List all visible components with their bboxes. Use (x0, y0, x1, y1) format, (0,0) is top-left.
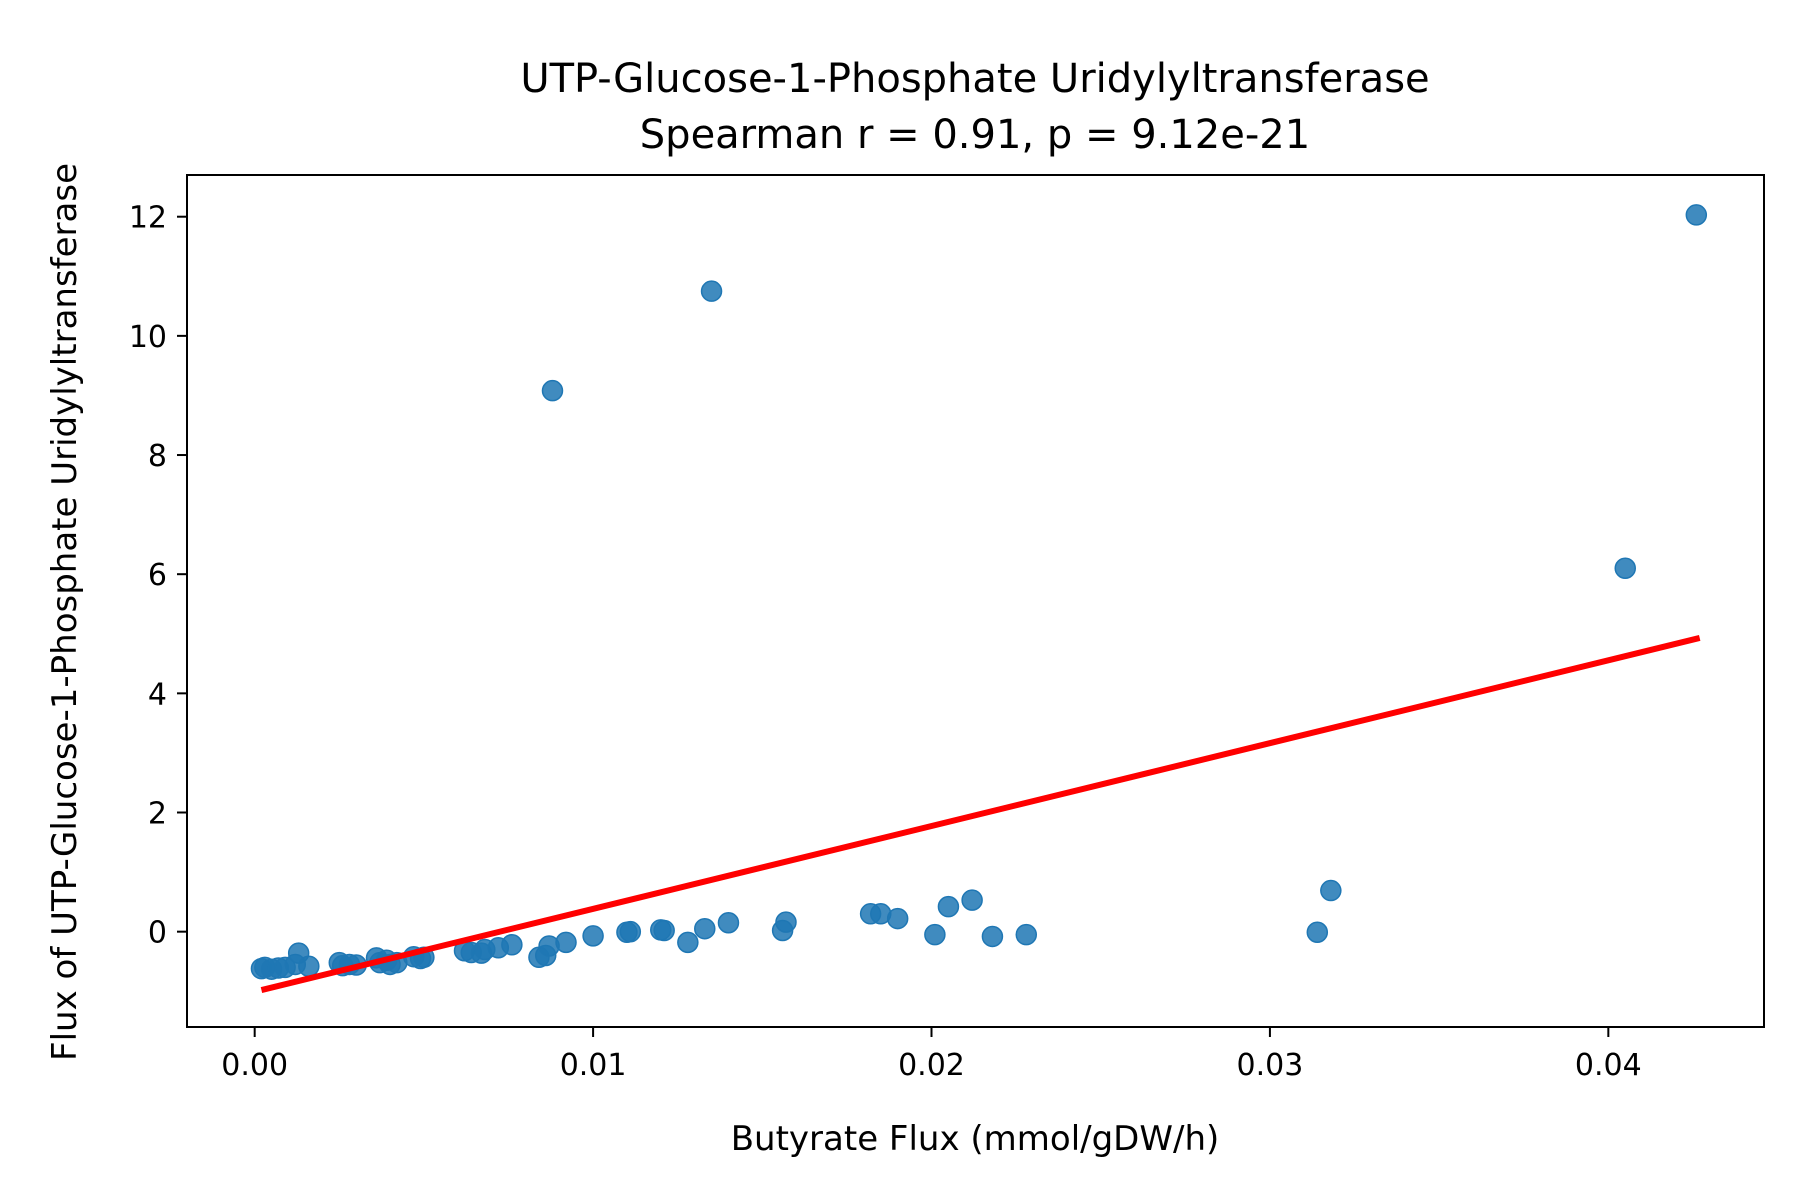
data-point (1015, 923, 1038, 946)
data-point (619, 920, 642, 943)
x-tick-label: 0.03 (1237, 1048, 1304, 1083)
data-point (501, 934, 523, 956)
data-point (886, 907, 909, 930)
fit-line (260, 635, 1701, 993)
data-point (981, 925, 1004, 948)
x-tick-label: 0.00 (221, 1048, 288, 1083)
y-axis-label: Flux of UTP-Glucose-1-Phosphate Uridylyl… (45, 163, 85, 1061)
data-point (1614, 557, 1637, 579)
data-point (582, 925, 604, 947)
chart-title: UTP-Glucose-1-Phosphate Uridylyltransfer… (520, 56, 1429, 102)
data-point (961, 889, 983, 911)
y-tick-label: 6 (148, 558, 167, 593)
data-point (541, 379, 564, 402)
data-point (700, 280, 723, 302)
y-tick-label: 0 (148, 916, 167, 951)
y-tick-label: 12 (129, 201, 167, 236)
fit-layer (260, 635, 1701, 993)
plot-frame (186, 174, 1765, 1028)
y-tick-label: 2 (148, 797, 167, 832)
data-point (298, 955, 320, 977)
data-point (775, 911, 797, 933)
data-point (937, 895, 960, 918)
x-axis-label: Butyrate Flux (mmol/gDW/h) (731, 1119, 1220, 1159)
points-layer (250, 204, 1708, 980)
x-tick-label: 0.02 (898, 1048, 965, 1083)
ticks-layer: 0.00 0.01 0.02 0.03 0.04 0 2 4 6 8 10 12 (129, 201, 1642, 1083)
data-point (694, 917, 716, 940)
y-tick-label: 10 (129, 320, 167, 355)
data-point (1306, 921, 1329, 944)
data-point (555, 931, 577, 954)
data-point (677, 931, 699, 954)
x-tick-label: 0.01 (560, 1048, 627, 1083)
chart-subtitle: Spearman r = 0.91, p = 9.12e-21 (640, 112, 1310, 158)
data-point (924, 923, 946, 946)
data-point (717, 911, 740, 934)
x-tick-label: 0.04 (1575, 1048, 1642, 1083)
data-point (1320, 879, 1342, 902)
y-tick-label: 8 (148, 439, 167, 474)
y-tick-label: 4 (148, 677, 167, 712)
data-point (1685, 204, 1708, 226)
data-point (653, 919, 675, 942)
